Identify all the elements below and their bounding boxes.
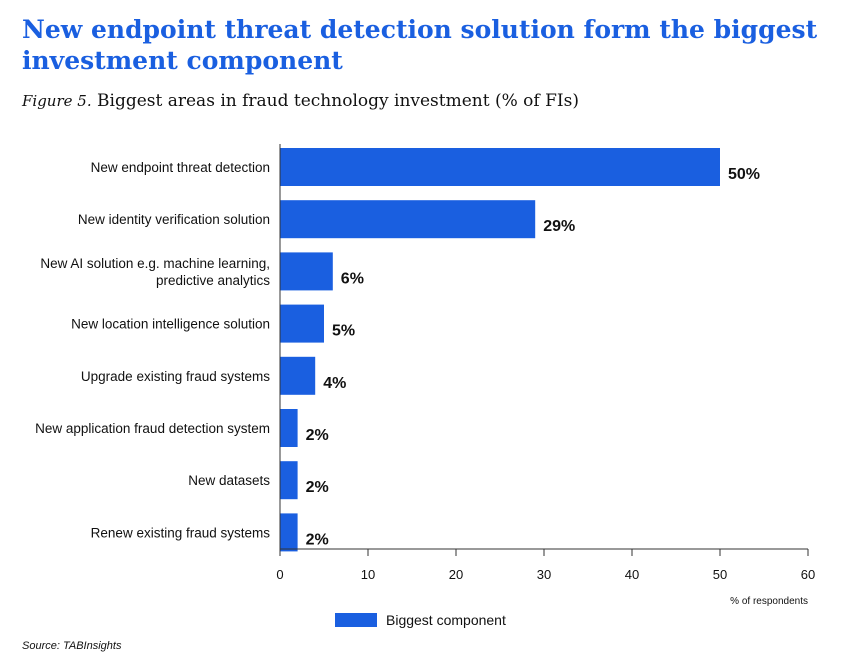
figure-label: Figure 5. <box>22 92 92 110</box>
x-tick-label: 40 <box>625 567 639 582</box>
value-label: 2% <box>306 531 329 548</box>
category-label: New location intelligence solution <box>71 317 270 332</box>
bar <box>280 148 720 186</box>
bar <box>280 461 298 500</box>
x-tick-label: 60 <box>801 567 815 582</box>
bar <box>280 356 316 395</box>
category-label: New AI solution e.g. machine learning, pr… <box>40 256 270 288</box>
x-tick-label: 30 <box>537 567 551 582</box>
category-label: New datasets <box>188 473 270 488</box>
value-label: 2% <box>306 427 329 444</box>
source-note: Source: TABInsights <box>22 640 122 652</box>
chart-title: New endpoint threat detection solution f… <box>22 15 818 75</box>
subtitle-text: Biggest areas in fraud technology invest… <box>97 91 579 111</box>
chart-subtitle: Figure 5. Biggest areas in fraud technol… <box>22 91 579 111</box>
category-label: Renew existing fraud systems <box>91 525 271 540</box>
category-label: New endpoint threat detection <box>91 160 270 175</box>
category-label: New application fraud detection system <box>35 421 270 436</box>
value-label: 29% <box>543 218 575 235</box>
value-label: 2% <box>306 479 329 496</box>
bar <box>280 252 333 291</box>
bar <box>280 513 298 552</box>
value-label: 5% <box>332 323 355 340</box>
x-tick-label: 10 <box>361 567 375 582</box>
category-label: Upgrade existing fraud systems <box>81 369 270 384</box>
legend-label: Biggest component <box>386 612 506 628</box>
x-axis-title: % of respondents <box>730 596 808 607</box>
value-label: 4% <box>323 375 346 392</box>
value-label: 50% <box>728 166 760 183</box>
bar <box>280 304 324 343</box>
x-tick-label: 20 <box>449 567 463 582</box>
bar <box>280 200 536 239</box>
value-label: 6% <box>341 270 364 287</box>
bar <box>280 409 298 447</box>
x-tick-label: 0 <box>276 567 283 582</box>
x-tick-label: 50 <box>713 567 727 582</box>
category-label: New identity verification solution <box>78 212 270 227</box>
legend-swatch <box>335 613 377 627</box>
